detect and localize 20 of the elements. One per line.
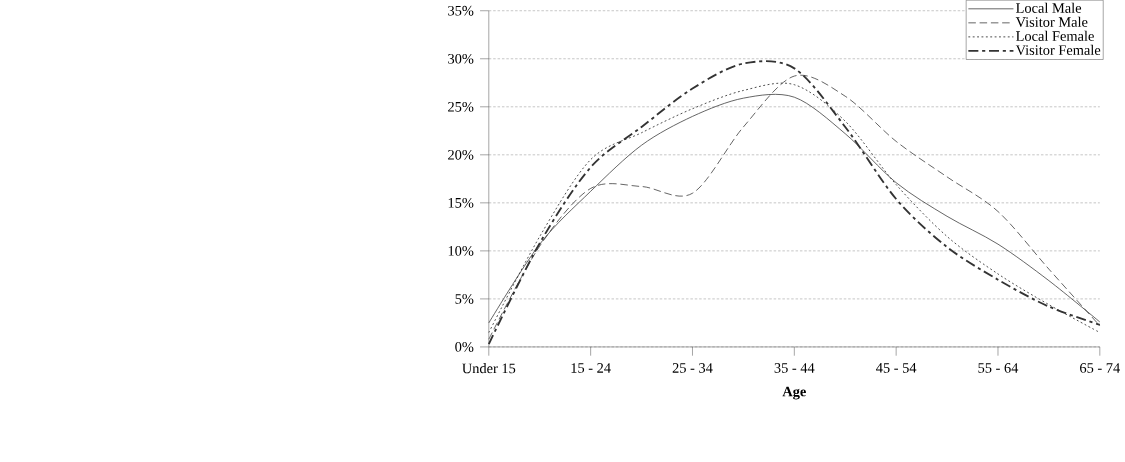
x-axis-title: Age — [782, 386, 806, 400]
legend-label: Visitor Male — [1015, 16, 1088, 27]
y-tick-label: 5% — [455, 293, 474, 304]
x-tick-label: 65 - 74 — [1080, 363, 1120, 373]
legend-label: Local Male — [1016, 2, 1082, 13]
x-tick-label: 15 - 24 — [571, 363, 611, 373]
x-tick-label: Under 15 — [462, 363, 516, 374]
y-tick-label: 10% — [448, 245, 474, 256]
legend-label: Local Female — [1016, 30, 1094, 41]
y-tick-label: 0% — [455, 341, 474, 352]
x-tick-label: 25 - 34 — [672, 363, 713, 373]
y-tick-label: 35% — [448, 5, 474, 16]
y-tick-label: 20% — [448, 149, 474, 160]
y-tick-label: 25% — [448, 101, 474, 112]
legend-label: Visitor Female — [1015, 44, 1101, 55]
y-tick-label: 15% — [448, 197, 474, 208]
x-tick-label: 35 - 44 — [774, 363, 815, 373]
x-tick-label: 55 - 64 — [978, 363, 1019, 373]
y-tick-label: 30% — [448, 53, 474, 64]
x-tick-label: 45 - 54 — [876, 363, 917, 373]
